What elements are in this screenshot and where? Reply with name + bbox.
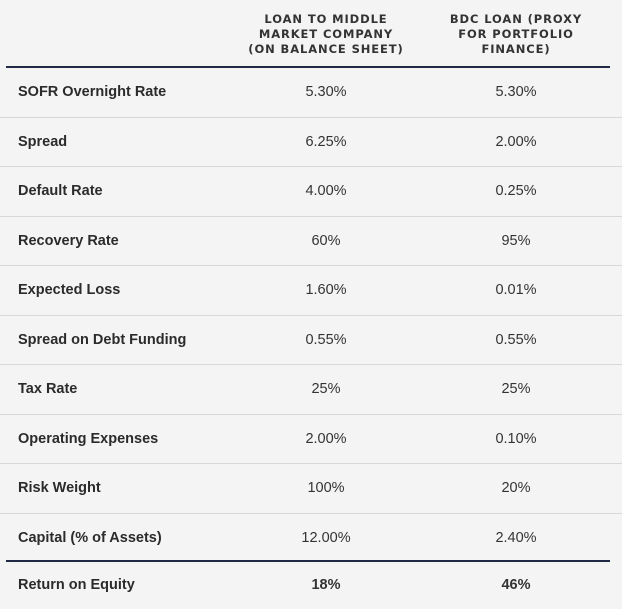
row-col2-value: 95% — [501, 232, 531, 249]
header-col-bdc-loan: BDC LOAN (PROXY FOR PORTFOLIO FINANCE) — [416, 12, 616, 57]
row-col2-value: 5.30% — [495, 84, 537, 100]
row-col2-value: 0.10% — [495, 430, 537, 447]
table-body: SOFR Overnight Rate 5.30% 5.30% Spread 6.25%… — [0, 68, 622, 563]
total-divider — [6, 560, 610, 562]
table-header: LOAN TO MIDDLE MARKET COMPANY (ON BALANC… — [0, 0, 622, 66]
total-row: Return on Equity 18% 46% — [0, 562, 622, 605]
table-row: Spread 6.25% 2.00% — [0, 118, 622, 167]
row-label: Recovery Rate — [18, 232, 119, 249]
header-col2-line: FINANCE) — [481, 42, 551, 56]
row-col1-value: 100% — [307, 480, 345, 496]
row-col1-value: 0.55% — [305, 331, 347, 348]
row-label: Spread on Debt Funding — [18, 331, 187, 348]
header-col-loan-to-middle-market: LOAN TO MIDDLE MARKET COMPANY (ON BALANC… — [226, 12, 426, 57]
row-label: Risk Weight — [18, 480, 101, 496]
row-col2-value: 0.01% — [495, 282, 537, 298]
header-col2-line: BDC LOAN (PROXY — [449, 12, 583, 26]
row-label: Expected Loss — [18, 282, 121, 298]
table-row: SOFR Overnight Rate 5.30% 5.30% — [0, 68, 622, 118]
total-label: Return on Equity — [18, 577, 135, 593]
header-col1-line: MARKET COMPANY — [258, 27, 394, 41]
row-label: Capital (% of Assets) — [18, 529, 162, 546]
row-label: Tax Rate — [18, 381, 78, 397]
row-col1-value: 6.25% — [305, 133, 347, 150]
table-row: Operating Expenses 2.00% 0.10% — [0, 415, 622, 464]
table-row: Risk Weight 100% 20% — [0, 464, 622, 514]
row-col1-value: 4.00% — [305, 183, 347, 199]
total-col1-value: 18% — [311, 577, 341, 593]
row-label: SOFR Overnight Rate — [18, 84, 167, 100]
table-row: Expected Loss 1.60% 0.01% — [0, 266, 622, 316]
header-col1-line: LOAN TO MIDDLE — [264, 12, 388, 26]
total-col2-value: 46% — [501, 577, 531, 593]
row-col1-value: 60% — [311, 232, 341, 249]
table-row: Default Rate 4.00% 0.25% — [0, 167, 622, 217]
header-divider — [6, 66, 610, 68]
row-col2-value: 20% — [501, 480, 531, 496]
row-col1-value: 1.60% — [305, 282, 347, 298]
row-col2-value: 0.25% — [495, 183, 537, 199]
table-row: Tax Rate 25% 25% — [0, 365, 622, 415]
row-col2-value: 2.00% — [495, 133, 537, 150]
row-col2-value: 25% — [501, 381, 531, 397]
row-label: Spread — [18, 133, 68, 150]
table-row: Recovery Rate 60% 95% — [0, 217, 622, 266]
row-col1-value: 2.00% — [305, 430, 347, 447]
row-col1-value: 5.30% — [305, 84, 347, 100]
row-label: Default Rate — [18, 183, 103, 199]
row-label: Operating Expenses — [18, 430, 159, 447]
header-col1-line: (ON BALANCE SHEET) — [248, 42, 404, 56]
header-col2-line: FOR PORTFOLIO — [458, 27, 574, 41]
row-col1-value: 12.00% — [301, 529, 351, 546]
row-col1-value: 25% — [311, 381, 341, 397]
table-row: Capital (% of Assets) 12.00% 2.40% — [0, 514, 622, 564]
table-row: Spread on Debt Funding 0.55% 0.55% — [0, 316, 622, 365]
row-col2-value: 2.40% — [495, 529, 537, 546]
row-col2-value: 0.55% — [495, 331, 537, 348]
